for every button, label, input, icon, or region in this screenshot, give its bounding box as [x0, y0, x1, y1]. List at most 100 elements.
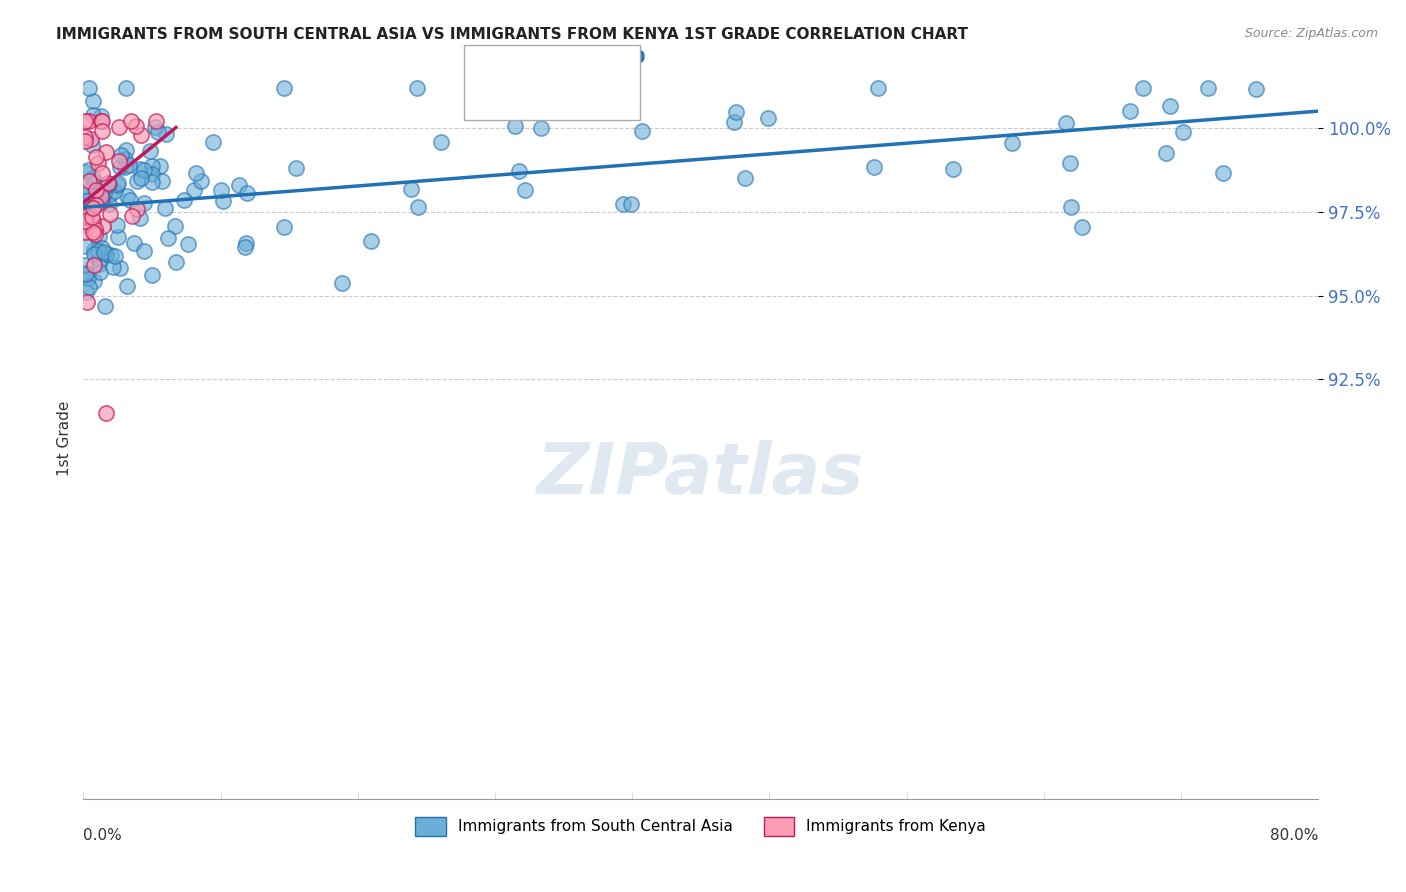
Point	[107, 230, 129, 244]
Point	[1156, 146, 1178, 161]
Point	[1173, 125, 1195, 139]
Point	[124, 120, 146, 134]
Point	[143, 120, 166, 135]
Point	[508, 164, 530, 178]
Text: N =: N =	[583, 49, 623, 67]
Point	[90, 194, 112, 209]
Text: 0.0%: 0.0%	[83, 828, 122, 843]
Point	[612, 196, 634, 211]
Point	[73, 178, 96, 193]
Point	[153, 202, 176, 216]
Point	[141, 159, 163, 173]
Point	[87, 156, 110, 170]
Point	[211, 194, 233, 208]
Point	[98, 197, 121, 211]
Point	[89, 228, 111, 243]
Point	[94, 145, 117, 160]
Point	[86, 188, 108, 202]
Point	[145, 114, 167, 128]
Point	[83, 243, 105, 257]
Point	[110, 148, 132, 162]
Text: Source: ZipAtlas.com: Source: ZipAtlas.com	[1244, 27, 1378, 40]
Point	[273, 219, 295, 234]
Point	[132, 244, 155, 258]
Point	[75, 209, 97, 223]
Point	[863, 160, 886, 174]
Point	[77, 80, 100, 95]
Point	[75, 285, 97, 300]
Point	[1059, 155, 1081, 169]
Point	[725, 105, 748, 120]
Point	[120, 114, 142, 128]
Point	[202, 135, 225, 149]
Point	[122, 236, 145, 251]
Point	[273, 80, 295, 95]
Point	[1159, 99, 1181, 113]
Point	[1054, 116, 1077, 130]
Point	[84, 183, 107, 197]
Point	[165, 219, 187, 233]
Point	[73, 129, 96, 144]
Point	[155, 127, 177, 141]
Text: R =: R =	[506, 80, 546, 98]
Text: 0.413: 0.413	[537, 49, 593, 67]
Point	[138, 145, 160, 159]
Point	[84, 222, 107, 236]
Point	[209, 183, 232, 197]
Point	[108, 160, 131, 174]
Point	[94, 247, 117, 261]
Point	[114, 160, 136, 174]
Point	[233, 240, 256, 254]
Point	[90, 109, 112, 123]
Point	[149, 159, 172, 173]
Point	[80, 138, 103, 153]
Text: 0.292: 0.292	[537, 80, 593, 98]
Point	[75, 267, 97, 281]
Point	[83, 247, 105, 261]
Point	[104, 249, 127, 263]
Point	[97, 176, 120, 190]
Point	[83, 274, 105, 288]
Point	[93, 178, 115, 193]
Point	[430, 136, 453, 150]
Point	[89, 265, 111, 279]
Point	[1132, 80, 1154, 95]
Point	[756, 111, 779, 125]
Point	[82, 201, 104, 215]
Point	[76, 294, 98, 309]
Point	[75, 134, 97, 148]
Point	[79, 201, 101, 215]
Point	[98, 177, 121, 191]
Point	[90, 192, 112, 206]
Point	[94, 299, 117, 313]
Point	[141, 268, 163, 282]
Point	[73, 259, 96, 273]
Point	[1060, 200, 1083, 214]
Point	[399, 182, 422, 196]
Point	[73, 214, 96, 228]
Point	[114, 80, 136, 95]
Point	[75, 217, 97, 231]
Point	[630, 124, 652, 138]
Point	[530, 121, 553, 136]
Point	[87, 244, 110, 259]
Point	[98, 207, 121, 221]
Point	[1071, 219, 1094, 234]
Point	[76, 218, 98, 232]
Point	[408, 200, 430, 214]
Point	[134, 196, 156, 211]
Point	[236, 186, 259, 201]
Point	[513, 183, 536, 197]
Point	[129, 211, 152, 225]
Point	[165, 255, 187, 269]
Point	[82, 170, 104, 185]
Point	[183, 183, 205, 197]
Point	[77, 270, 100, 285]
Point	[176, 236, 198, 251]
Point	[90, 166, 112, 180]
Point	[100, 248, 122, 262]
Point	[115, 279, 138, 293]
Point	[91, 124, 114, 138]
Point	[73, 238, 96, 252]
Point	[101, 260, 124, 274]
